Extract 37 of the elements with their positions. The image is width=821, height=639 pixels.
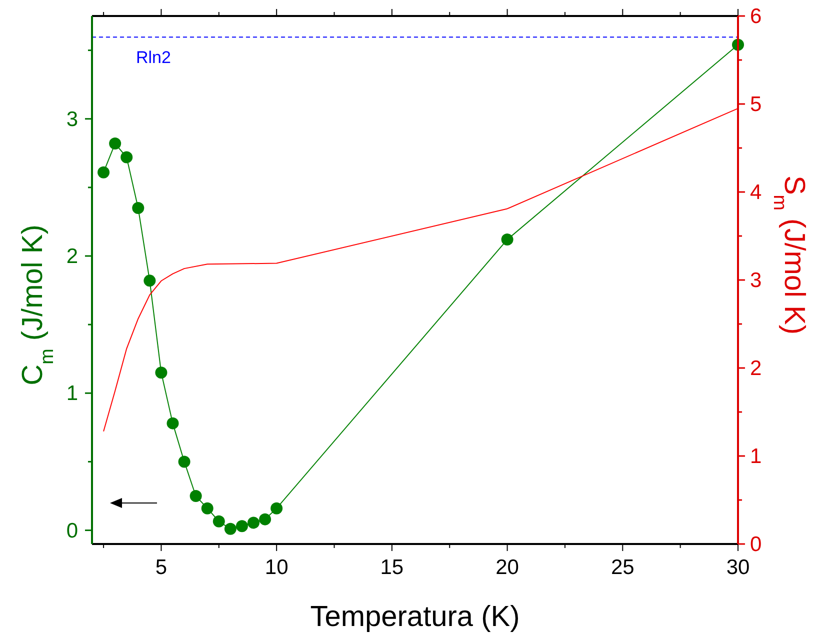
point <box>501 234 514 246</box>
point <box>201 502 214 514</box>
y2-tick-label: 5 <box>750 93 762 116</box>
x-axis-title: Temperatura (K) <box>310 601 520 633</box>
point <box>144 274 156 287</box>
point <box>120 151 133 164</box>
y2-tick-label: 6 <box>750 5 762 28</box>
point <box>98 166 110 178</box>
y2-tick-label: 2 <box>750 357 762 380</box>
y-tick-label: 3 <box>66 108 78 131</box>
point <box>236 520 248 532</box>
y2-tick-label: 0 <box>750 533 762 556</box>
y-tick-label: 2 <box>66 245 78 268</box>
point <box>212 515 225 528</box>
point <box>132 202 144 214</box>
y2-tick-label: 4 <box>750 181 762 204</box>
point <box>178 456 190 468</box>
x-tick-label: 30 <box>726 556 750 579</box>
x-tick-label: 10 <box>264 556 288 579</box>
y-tick-label: 0 <box>66 519 78 542</box>
point <box>190 490 202 502</box>
point <box>224 522 236 535</box>
point <box>155 366 168 379</box>
x-tick-label: 15 <box>380 556 404 579</box>
y-tick-label: 1 <box>66 382 78 406</box>
line-series <box>103 108 738 432</box>
y2-tick-label: 3 <box>750 269 762 292</box>
point <box>259 513 272 526</box>
x-tick-label: 20 <box>496 556 519 579</box>
point <box>166 417 179 430</box>
x-tick-label: 25 <box>610 556 634 579</box>
ref-line-label: Rln2 <box>136 48 171 68</box>
point <box>270 502 283 514</box>
point <box>109 138 122 150</box>
point <box>248 516 260 529</box>
y2-tick-label: 1 <box>750 445 762 468</box>
x-tick-label: 5 <box>155 556 168 579</box>
